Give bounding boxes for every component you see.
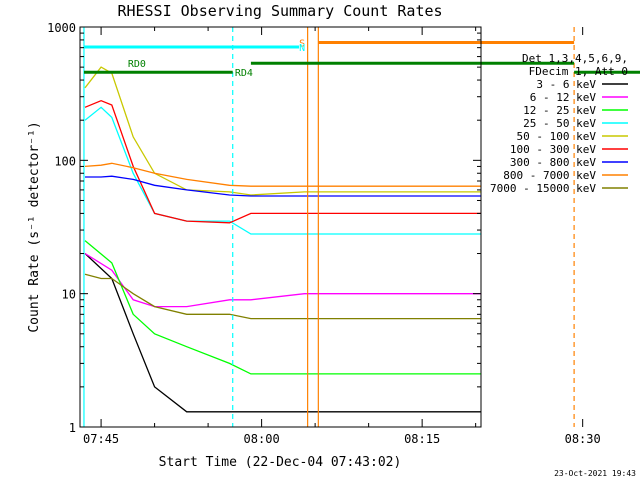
- series-line-9: [84, 273, 481, 320]
- plot-area: SNFRD0RD4: [83, 27, 640, 427]
- flag-label-rd4: RD4: [235, 68, 253, 79]
- flag-label-rd0: RD0: [128, 59, 146, 70]
- y-tick-label: 1000: [47, 21, 76, 35]
- x-tick-label: 08:30: [565, 432, 601, 446]
- y-tick-label: 10: [62, 288, 76, 302]
- flag-label-n: N: [299, 43, 305, 54]
- series-line-1: [84, 253, 481, 413]
- x-tick-label: 08:15: [404, 432, 440, 446]
- x-axis-label: Start Time (22-Dec-04 07:43:02): [159, 455, 402, 470]
- series-line-3: [84, 240, 481, 375]
- series-group: [84, 66, 481, 413]
- flag-label-s: S: [299, 39, 305, 50]
- footer-timestamp: 23-Oct-2021 19:43: [554, 469, 636, 478]
- series-line-5: [84, 66, 481, 196]
- y-axis-label: Count Rate (s⁻¹ detector⁻¹): [27, 121, 42, 332]
- legend-label-2: 6 - 12 keV: [530, 91, 597, 104]
- legend-label-1: 3 - 6 keV: [536, 78, 596, 91]
- series-line-8: [84, 162, 481, 187]
- series-line-2: [84, 252, 481, 308]
- legend-header-1: Det 1,3,4,5,6,9,: [522, 52, 628, 65]
- legend-label-7: 300 - 800 keV: [510, 156, 596, 169]
- series-line-7: [85, 175, 481, 197]
- chart-title: RHESSI Observing Summary Count Rates: [117, 2, 442, 20]
- legend-label-6: 100 - 300 keV: [510, 143, 596, 156]
- y-tick-label: 1: [69, 421, 76, 435]
- y-axis: 1 10 100 1000: [47, 21, 481, 435]
- legend: Det 1,3,4,5,6,9,FDecim 1, Att 03 - 6 keV…: [490, 52, 628, 195]
- plot-frame: [79, 26, 482, 428]
- legend-label-3: 12 - 25 keV: [523, 104, 596, 117]
- x-tick-label: 07:45: [83, 432, 119, 446]
- legend-label-4: 25 - 50 keV: [523, 117, 596, 130]
- y-tick-label: 100: [54, 154, 76, 168]
- legend-label-8: 800 - 7000 keV: [503, 169, 596, 182]
- x-tick-label: 08:00: [244, 432, 280, 446]
- legend-label-9: 7000 - 15000 keV: [490, 182, 596, 195]
- series-line-6: [84, 99, 481, 224]
- legend-label-5: 50 - 100 keV: [517, 130, 597, 143]
- legend-header-2: FDecim 1, Att 0: [529, 65, 628, 78]
